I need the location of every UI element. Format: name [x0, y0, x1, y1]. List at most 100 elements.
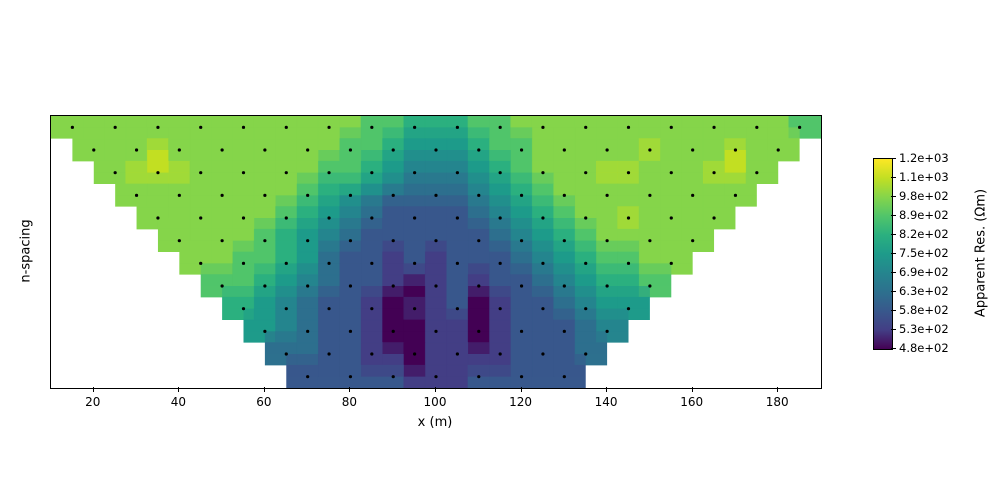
data-point [541, 262, 544, 265]
data-point [456, 352, 459, 355]
data-point [648, 239, 651, 242]
data-point [306, 330, 309, 333]
data-point [263, 284, 266, 287]
data-point [563, 194, 566, 197]
data-point [584, 307, 587, 310]
data-point [327, 307, 330, 310]
data-point [584, 126, 587, 129]
data-point [392, 148, 395, 151]
x-tick-label: 20 [85, 395, 100, 409]
x-tick-label: 140 [595, 395, 618, 409]
data-point [327, 352, 330, 355]
data-point [221, 194, 224, 197]
data-point [242, 126, 245, 129]
data-point [349, 284, 352, 287]
data-point [263, 148, 266, 151]
data-point [327, 216, 330, 219]
data-point [285, 352, 288, 355]
colorbar [873, 158, 893, 350]
data-point [242, 216, 245, 219]
data-point [285, 262, 288, 265]
data-point [242, 171, 245, 174]
data-point [520, 194, 523, 197]
data-point [584, 171, 587, 174]
colorbar-tick-label: 9.8e+02 [891, 189, 949, 203]
data-point [456, 216, 459, 219]
data-point [434, 148, 437, 151]
pseudosection-svg [51, 116, 821, 388]
data-point [199, 171, 202, 174]
data-point [242, 262, 245, 265]
data-point [327, 126, 330, 129]
data-point [285, 307, 288, 310]
data-point [456, 307, 459, 310]
data-point [606, 284, 609, 287]
data-point [627, 171, 630, 174]
data-point [520, 284, 523, 287]
colorbar-tick-label: 6.9e+02 [891, 265, 949, 279]
data-point [563, 284, 566, 287]
colorbar-tick-label: 6.3e+02 [891, 284, 949, 298]
data-point [263, 330, 266, 333]
data-point [627, 216, 630, 219]
data-point [541, 307, 544, 310]
data-point [712, 126, 715, 129]
data-point [499, 307, 502, 310]
data-point [798, 126, 801, 129]
data-point [755, 171, 758, 174]
data-point [306, 148, 309, 151]
data-point [477, 284, 480, 287]
colorbar-tick-label: 5.8e+02 [891, 303, 949, 317]
data-point [392, 239, 395, 242]
data-point [413, 216, 416, 219]
data-point [392, 375, 395, 378]
data-point [563, 148, 566, 151]
data-point [242, 307, 245, 310]
colorbar-tick-label: 7.5e+02 [891, 246, 949, 260]
data-point [413, 171, 416, 174]
data-point [306, 284, 309, 287]
x-tick-label: 160 [680, 395, 703, 409]
x-tick-label: 80 [342, 395, 357, 409]
data-point [349, 375, 352, 378]
data-point [584, 352, 587, 355]
x-tick-label: 60 [256, 395, 271, 409]
data-point [477, 194, 480, 197]
x-tick-label: 180 [766, 395, 789, 409]
data-point [648, 148, 651, 151]
data-point [434, 330, 437, 333]
x-tick-label: 100 [424, 395, 447, 409]
data-point [285, 171, 288, 174]
data-point [563, 375, 566, 378]
data-point [584, 262, 587, 265]
data-point [477, 148, 480, 151]
data-point [541, 352, 544, 355]
data-point [755, 126, 758, 129]
data-point [520, 330, 523, 333]
data-point [456, 262, 459, 265]
data-point [392, 330, 395, 333]
data-point [178, 194, 181, 197]
data-point [563, 330, 566, 333]
data-point [156, 171, 159, 174]
data-point [456, 126, 459, 129]
data-point [349, 239, 352, 242]
data-point [477, 239, 480, 242]
data-point [670, 262, 673, 265]
data-point [199, 262, 202, 265]
data-point [627, 126, 630, 129]
data-point [499, 126, 502, 129]
data-point [370, 262, 373, 265]
data-point [456, 171, 459, 174]
data-point [92, 148, 95, 151]
colorbar-tick-label: 5.3e+02 [891, 322, 949, 336]
data-point [221, 148, 224, 151]
data-point [691, 194, 694, 197]
data-point [670, 216, 673, 219]
data-point [648, 194, 651, 197]
data-point [499, 216, 502, 219]
data-point [563, 239, 566, 242]
colorbar-tick-label: 1.1e+03 [891, 170, 949, 184]
data-point [584, 216, 587, 219]
colorbar-tick-label: 4.8e+02 [891, 341, 949, 355]
